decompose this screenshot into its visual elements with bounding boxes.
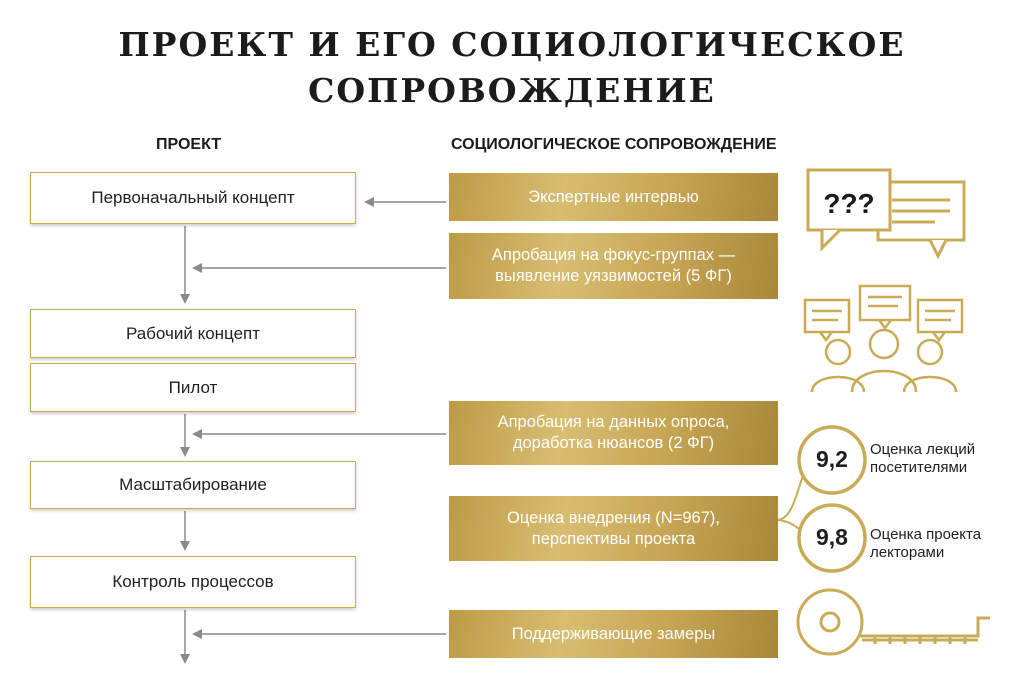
sociology-step-supporting-measurements: Поддерживающие замеры [449,610,778,658]
project-step-label: Масштабирование [119,475,267,494]
project-step-working-concept: Рабочий концепт [30,309,356,358]
tape-measure-icon [796,588,990,656]
project-step-label: Контроль процессов [112,572,274,591]
speech-bubbles-icon [806,168,966,260]
score-circle-1 [797,425,867,495]
sociology-step-label: Экспертные интервью [528,187,699,206]
sociology-step-expert-interviews: Экспертные интервью [449,173,778,221]
sociology-column-header: СОЦИОЛОГИЧЕСКОЕ СОПРОВОЖДЕНИЕ [451,136,777,153]
page-title-line-2: СОПРОВОЖДЕНИЕ [308,71,716,110]
project-step-initial-concept: Первоначальный концепт [30,172,356,224]
project-column-header: ПРОЕКТ [156,136,222,153]
page-title: ПРОЕКТ И ЕГО СОЦИОЛОГИЧЕСКОЕ СОПРОВОЖДЕН… [0,22,1024,114]
score-value-project: 9,8 [816,524,848,550]
sociology-step-label: Апробация на фокус-группах — выявление у… [491,246,736,285]
question-marks: ??? [823,188,874,219]
sociology-step-implementation-evaluation: Оценка внедрения (N=967), перспективы пр… [449,496,778,561]
sociology-step-focus-groups: Апробация на фокус-группах — выявление у… [449,233,778,299]
project-step-label: Первоначальный концепт [91,188,295,207]
project-step-label: Рабочий концепт [125,323,261,343]
score-value-lectures: 9,2 [816,446,848,472]
project-step-process-control: Контроль процессов [30,556,356,608]
sociology-step-label: Апробация на данных опроса, доработка ню… [497,413,730,452]
score-circle-2 [797,503,867,573]
sociology-step-survey-data: Апробация на данных опроса, доработка ню… [449,401,778,465]
score-label-lectures: Оценка лекций посетителями [870,441,976,476]
sociology-step-label: Оценка внедрения (N=967), перспективы пр… [507,508,720,548]
sociology-step-label: Поддерживающие замеры [511,624,716,643]
focus-group-icon [803,284,964,393]
project-step-scaling: Масштабирование [30,461,356,509]
project-step-label: Пилот [168,377,218,397]
project-step-pilot: Пилот [30,363,356,412]
page-title-line-1: ПРОЕКТ И ЕГО СОЦИОЛОГИЧЕСКОЕ [118,25,906,64]
score-label-project: Оценка проекта лекторами [870,526,982,561]
